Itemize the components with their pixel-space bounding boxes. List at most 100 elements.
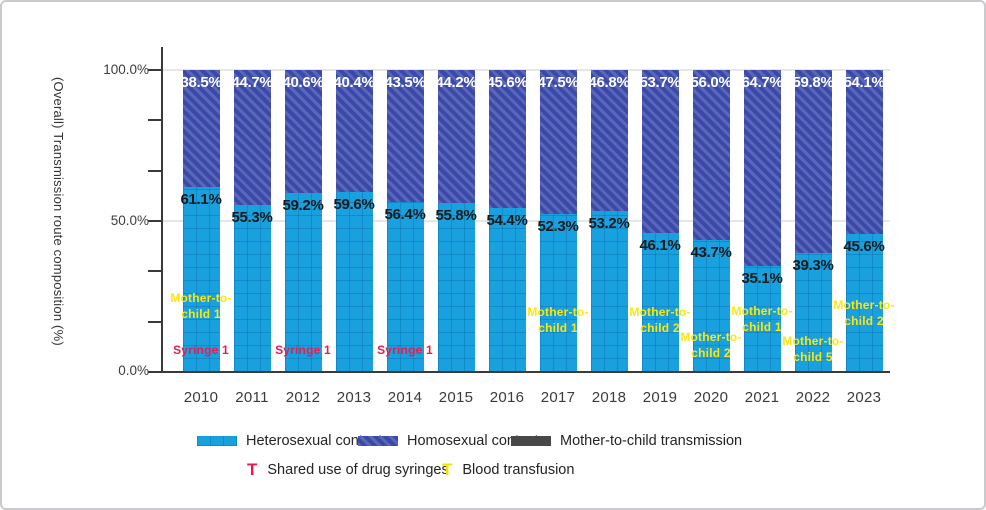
- bar-2014[interactable]: [386, 70, 424, 372]
- gridline-100: [163, 69, 890, 71]
- x-axis-label-2020: 2020: [693, 389, 729, 406]
- homosexual-pct-label-2015: 44.2%: [435, 74, 477, 91]
- heterosexual-pct-label-2014: 56.4%: [384, 205, 426, 223]
- segment-homosexual-2014[interactable]: [386, 70, 424, 202]
- homosexual-pct-label-2016: 45.6%: [486, 74, 528, 91]
- bar-2022[interactable]: [794, 70, 832, 372]
- segment-heterosexual-2013[interactable]: [335, 192, 373, 372]
- segment-heterosexual-2010[interactable]: [182, 187, 220, 372]
- homosexual-pct-label-2018: 46.8%: [588, 74, 630, 91]
- homosexual-swatch-icon: [358, 436, 398, 446]
- y-tick-label-100: 100.0%: [103, 62, 149, 77]
- syringe-t-marker-icon: T: [247, 460, 258, 479]
- segment-homosexual-2018[interactable]: [590, 70, 628, 212]
- x-axis-label-2022: 2022: [795, 389, 831, 406]
- homosexual-pct-label-2012: 40.6%: [282, 74, 324, 91]
- segment-heterosexual-2020[interactable]: [692, 240, 730, 372]
- homosexual-pct-label-2019: 53.7%: [639, 74, 681, 91]
- homosexual-pct-label-2010: 38.5%: [180, 74, 222, 91]
- y-axis-tick: [148, 320, 162, 323]
- mother-to-child-annotation-2021: Mother-to-child 1: [731, 304, 793, 334]
- homosexual-pct-label-2022: 59.8%: [792, 74, 834, 91]
- bar-2015[interactable]: [437, 70, 475, 372]
- y-axis-line: [161, 47, 163, 373]
- blood-transfusion-t-marker-icon: T: [442, 460, 453, 479]
- segment-homosexual-2011[interactable]: [233, 70, 271, 205]
- bar-2017[interactable]: [539, 70, 577, 372]
- segment-heterosexual-2014[interactable]: [386, 201, 424, 372]
- heterosexual-pct-label-2013: 59.6%: [333, 196, 375, 213]
- homosexual-pct-label-2014: 43.5%: [384, 74, 426, 91]
- heterosexual-pct-label-2021: 35.1%: [741, 269, 783, 287]
- y-axis-tick: [148, 270, 162, 273]
- bar-2012[interactable]: [284, 70, 322, 372]
- mother-to-child-annotation-2019: Mother-to-child 2: [629, 305, 691, 335]
- x-axis-label-2017: 2017: [540, 389, 576, 406]
- legend-item-mother-to-child[interactable]: Mother-to-child transmission: [511, 432, 742, 450]
- bar-2011[interactable]: [233, 70, 271, 372]
- heterosexual-pct-label-2012: 59.2%: [282, 197, 324, 215]
- y-axis-tick: [148, 371, 162, 373]
- bar-2013[interactable]: [335, 70, 373, 372]
- legend-item-syringes[interactable]: T Shared use of drug syringes: [247, 461, 449, 479]
- segment-heterosexual-2019[interactable]: [641, 232, 679, 372]
- segment-heterosexual-2022[interactable]: [794, 253, 832, 372]
- syringe-annotation-2010: Syringe 1: [173, 343, 229, 357]
- segment-heterosexual-2017[interactable]: [539, 214, 577, 372]
- x-axis-label-2019: 2019: [642, 389, 678, 406]
- heterosexual-swatch-icon: [197, 436, 237, 446]
- homosexual-pct-label-2023: 54.1%: [843, 74, 885, 91]
- legend-label-heterosexual: Heterosexual contact: [246, 433, 383, 449]
- segment-homosexual-2015[interactable]: [437, 70, 475, 204]
- segment-heterosexual-2021[interactable]: [743, 265, 781, 372]
- homosexual-pct-label-2021: 64.7%: [741, 74, 783, 91]
- segment-homosexual-2020[interactable]: [692, 70, 730, 241]
- segment-homosexual-2010[interactable]: [182, 70, 220, 188]
- legend-item-blood-transfusion[interactable]: T Blood transfusion: [442, 461, 574, 479]
- segment-homosexual-2013[interactable]: [335, 70, 373, 192]
- mother-to-child-annotation-2023: Mother-to-child 2: [833, 298, 895, 328]
- legend-label-mother-to-child: Mother-to-child transmission: [560, 433, 743, 449]
- segment-homosexual-2019[interactable]: [641, 70, 679, 233]
- segment-homosexual-2023[interactable]: [845, 70, 883, 235]
- heterosexual-pct-label-2018: 53.2%: [588, 215, 630, 233]
- heterosexual-pct-label-2011: 55.3%: [231, 208, 273, 226]
- segment-heterosexual-2015[interactable]: [437, 203, 475, 372]
- heterosexual-pct-label-2023: 45.6%: [843, 238, 885, 256]
- mother-to-child-swatch-icon: [511, 436, 551, 446]
- x-axis-label-2016: 2016: [489, 389, 525, 406]
- segment-heterosexual-2018[interactable]: [590, 211, 628, 372]
- segment-homosexual-2022[interactable]: [794, 70, 832, 254]
- x-axis-label-2015: 2015: [438, 389, 474, 406]
- bar-2020[interactable]: [692, 70, 730, 372]
- bar-2021[interactable]: [743, 70, 781, 372]
- bar-2016[interactable]: [488, 70, 526, 372]
- segment-homosexual-2016[interactable]: [488, 70, 526, 208]
- bar-2010[interactable]: [182, 70, 220, 372]
- mother-to-child-annotation-2010: Mother-to-child 1: [170, 291, 232, 321]
- segment-heterosexual-2016[interactable]: [488, 207, 526, 372]
- legend-item-homosexual[interactable]: Homosexual contact: [358, 432, 538, 450]
- segment-heterosexual-2023[interactable]: [845, 234, 883, 372]
- x-axis-label-2018: 2018: [591, 389, 627, 406]
- y-axis-tick: [148, 220, 162, 222]
- segment-homosexual-2012[interactable]: [284, 70, 322, 194]
- bar-2018[interactable]: [590, 70, 628, 372]
- segment-heterosexual-2012[interactable]: [284, 193, 322, 372]
- mother-to-child-annotation-2017: Mother-to-child 1: [527, 305, 589, 335]
- homosexual-pct-label-2020: 56.0%: [690, 74, 732, 91]
- segment-homosexual-2021[interactable]: [743, 70, 781, 266]
- bar-2019[interactable]: [641, 70, 679, 372]
- heterosexual-pct-label-2020: 43.7%: [690, 244, 732, 262]
- y-axis-title: (Overall) Transmission route composition…: [51, 76, 66, 346]
- segment-heterosexual-2011[interactable]: [233, 204, 271, 372]
- y-axis-tick: [148, 119, 162, 122]
- y-tick-label-0: 0.0%: [118, 363, 149, 378]
- homosexual-pct-label-2011: 44.7%: [231, 74, 273, 91]
- gridline-50: [163, 220, 890, 222]
- legend-label-syringes: Shared use of drug syringes: [267, 462, 449, 478]
- segment-homosexual-2017[interactable]: [539, 70, 577, 215]
- bar-2023[interactable]: [845, 70, 883, 372]
- legend-item-heterosexual[interactable]: Heterosexual contact: [197, 432, 382, 450]
